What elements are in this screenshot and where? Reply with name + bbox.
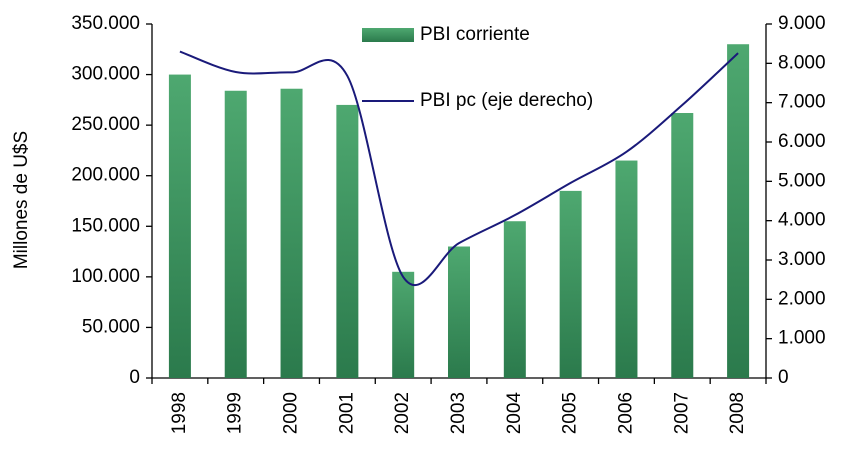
y-tick-label: 200.000 <box>71 165 140 186</box>
x-tick-label: 2002 <box>392 392 413 434</box>
bar <box>280 88 303 378</box>
bar <box>503 221 526 378</box>
x-tick-label: 2004 <box>504 392 525 435</box>
bar <box>336 104 359 379</box>
x-tick-label: 2001 <box>336 392 357 434</box>
y2-tick-label: 7.000 <box>778 92 826 113</box>
y-tick-label: 150.000 <box>71 215 140 236</box>
y2-tick-label: 0 <box>778 367 789 388</box>
x-tick-label: 2000 <box>281 392 302 434</box>
bar <box>727 44 750 378</box>
y2-tick-label: 4.000 <box>778 210 826 231</box>
bar <box>224 90 247 379</box>
y-tick-label: 300.000 <box>71 64 140 85</box>
y-tick-label: 0 <box>129 367 140 388</box>
bar <box>448 246 470 378</box>
x-tick-label: 1998 <box>169 392 190 434</box>
x-tick-label: 2005 <box>560 392 581 434</box>
y2-tick-label: 3.000 <box>778 249 826 270</box>
legend-label: PBI corriente <box>420 24 530 45</box>
x-tick-label: 2003 <box>448 392 469 434</box>
legend-label: PBI pc (eje derecho) <box>420 90 593 111</box>
bar <box>671 113 694 379</box>
y2-tick-label: 5.000 <box>778 170 826 191</box>
bar <box>392 271 415 378</box>
x-tick-label: 1999 <box>225 392 246 434</box>
y-tick-label: 250.000 <box>71 114 140 135</box>
y2-tick-label: 6.000 <box>778 131 826 152</box>
line <box>179 50 739 286</box>
y-axis-label: Millones de U$S <box>11 131 32 269</box>
x-tick-label: 2006 <box>615 392 636 434</box>
y-tick-label: 350.000 <box>71 13 140 34</box>
y2-tick-label: 9.000 <box>778 13 826 34</box>
bar <box>168 74 191 379</box>
y2-tick-label: 2.000 <box>778 288 826 309</box>
legend-swatch <box>362 28 414 42</box>
y-tick-label: 50.000 <box>82 316 140 337</box>
x-tick-label: 2008 <box>727 392 748 434</box>
y-tick-label: 100.000 <box>71 266 140 287</box>
bar <box>559 190 582 378</box>
y2-tick-label: 1.000 <box>778 328 826 349</box>
bar <box>615 160 638 378</box>
y2-tick-label: 8.000 <box>778 52 826 73</box>
x-tick-label: 2007 <box>671 392 692 434</box>
